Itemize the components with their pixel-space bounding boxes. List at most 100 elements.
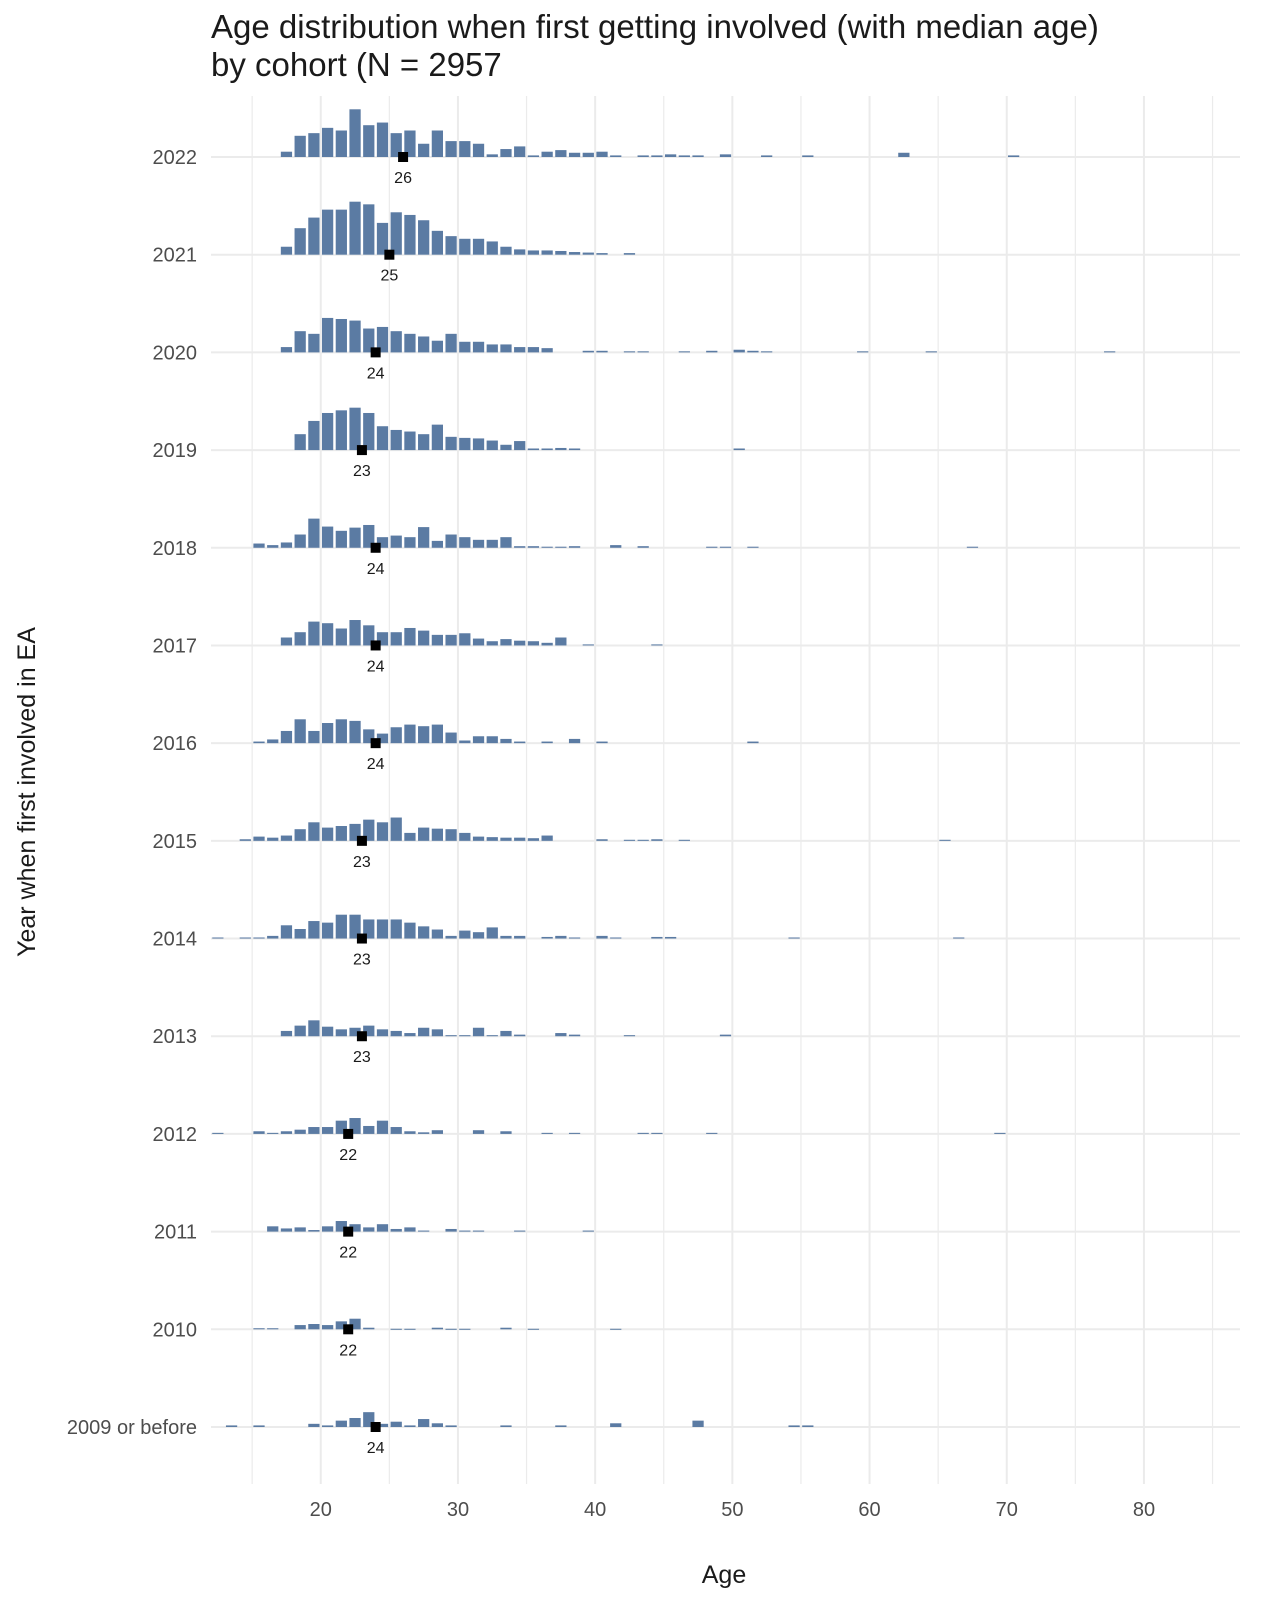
histogram-bar bbox=[308, 518, 320, 548]
median-marker bbox=[384, 249, 395, 260]
histogram-bar bbox=[568, 252, 581, 255]
histogram-bar bbox=[390, 429, 402, 451]
histogram-bar bbox=[747, 350, 759, 353]
histogram-bar bbox=[500, 1327, 512, 1330]
histogram-bar bbox=[555, 447, 567, 451]
histogram-bar bbox=[500, 1030, 512, 1037]
histogram-bar bbox=[404, 1328, 416, 1330]
histogram-bar bbox=[610, 937, 622, 939]
histogram-bar bbox=[376, 733, 389, 744]
histogram-bar bbox=[500, 639, 512, 646]
histogram-bar bbox=[459, 238, 471, 255]
histogram-bar bbox=[431, 424, 443, 451]
histogram-bar bbox=[459, 832, 471, 841]
histogram-bar bbox=[321, 1325, 334, 1330]
histogram-bar bbox=[514, 146, 526, 157]
histogram-bar bbox=[390, 1328, 402, 1330]
histogram-bar bbox=[1007, 155, 1020, 157]
histogram-bar bbox=[500, 444, 512, 451]
histogram-bar bbox=[321, 317, 334, 353]
y-tick-label: 2018 bbox=[153, 538, 198, 560]
histogram-bar bbox=[349, 1027, 361, 1037]
histogram-bar bbox=[678, 351, 690, 353]
histogram-bar bbox=[418, 527, 430, 548]
histogram-bar bbox=[253, 836, 265, 841]
histogram-bar bbox=[418, 434, 430, 451]
histogram-bar bbox=[898, 152, 910, 157]
histogram-bar bbox=[404, 1033, 416, 1037]
histogram-bar bbox=[747, 741, 759, 744]
histogram-bar bbox=[459, 341, 471, 353]
histogram-bar bbox=[404, 627, 416, 646]
histogram-bar bbox=[514, 546, 526, 548]
histogram-bar bbox=[541, 936, 553, 939]
histogram-bar bbox=[459, 740, 471, 744]
histogram-bar bbox=[582, 152, 594, 157]
histogram-bar bbox=[349, 527, 361, 548]
histogram-bar bbox=[308, 1020, 320, 1037]
histogram-bar bbox=[527, 1328, 540, 1330]
median-label: 23 bbox=[353, 463, 371, 480]
histogram-bar bbox=[363, 412, 375, 451]
histogram-bar bbox=[431, 724, 443, 744]
histogram-bar bbox=[418, 1132, 430, 1134]
y-tick-label: 2017 bbox=[153, 635, 198, 657]
histogram-bar bbox=[321, 209, 334, 255]
histogram-bar bbox=[349, 1224, 361, 1232]
histogram-bar bbox=[253, 1131, 265, 1134]
y-tick-label: 2014 bbox=[153, 929, 198, 951]
histogram-bar bbox=[966, 546, 979, 548]
y-tick-label: 2009 or before bbox=[67, 1417, 197, 1439]
histogram-bar bbox=[376, 919, 389, 939]
histogram-bar bbox=[500, 246, 512, 255]
histogram-bar bbox=[418, 726, 430, 744]
histogram-bar bbox=[376, 1120, 389, 1134]
histogram-bar bbox=[445, 935, 457, 939]
histogram-bar bbox=[363, 328, 375, 353]
histogram-bar bbox=[692, 155, 704, 157]
histogram-bar bbox=[610, 1423, 622, 1427]
histogram-bar bbox=[363, 1125, 375, 1134]
histogram-bar bbox=[376, 1224, 389, 1232]
histogram-bar bbox=[390, 331, 402, 353]
histogram-bar bbox=[321, 1226, 334, 1232]
histogram-bar bbox=[294, 829, 306, 841]
histogram-bar bbox=[280, 1131, 293, 1134]
histogram-bar bbox=[431, 130, 443, 157]
histogram-bar bbox=[321, 1127, 334, 1134]
histogram-bar bbox=[719, 1034, 732, 1037]
histogram-bar bbox=[212, 1132, 224, 1134]
histogram-bar bbox=[596, 741, 608, 744]
histogram-bar bbox=[637, 1132, 649, 1134]
histogram-bar bbox=[308, 217, 320, 255]
histogram-bar bbox=[596, 350, 608, 353]
histogram-bar bbox=[486, 1035, 498, 1037]
histogram-bar bbox=[308, 921, 320, 939]
histogram-bar bbox=[363, 1327, 375, 1330]
histogram-bar bbox=[390, 535, 402, 548]
histogram-bar bbox=[733, 349, 745, 353]
histogram-bar bbox=[472, 539, 485, 548]
histogram-bar bbox=[390, 632, 402, 646]
histogram-bar bbox=[376, 1029, 389, 1037]
histogram-bar bbox=[939, 839, 951, 841]
histogram-bar bbox=[335, 1120, 347, 1134]
histogram-bar bbox=[280, 925, 293, 939]
histogram-bar bbox=[596, 253, 608, 255]
histogram-bar bbox=[308, 1324, 320, 1330]
median-marker bbox=[356, 1031, 367, 1042]
histogram-bar bbox=[486, 440, 498, 451]
histogram-bar bbox=[555, 1033, 567, 1037]
histogram-bar bbox=[418, 1027, 430, 1037]
histogram-bar bbox=[404, 431, 416, 451]
median-marker bbox=[356, 445, 367, 456]
histogram-bar bbox=[376, 426, 389, 451]
histogram-bar bbox=[390, 919, 402, 939]
histogram-bar bbox=[664, 936, 677, 939]
median-label: 24 bbox=[367, 756, 385, 773]
histogram-bar bbox=[541, 448, 553, 451]
histogram-bar bbox=[390, 1030, 402, 1037]
histogram-bar bbox=[418, 1230, 430, 1232]
histogram-bar bbox=[500, 344, 512, 353]
histogram-bar bbox=[802, 1425, 814, 1427]
